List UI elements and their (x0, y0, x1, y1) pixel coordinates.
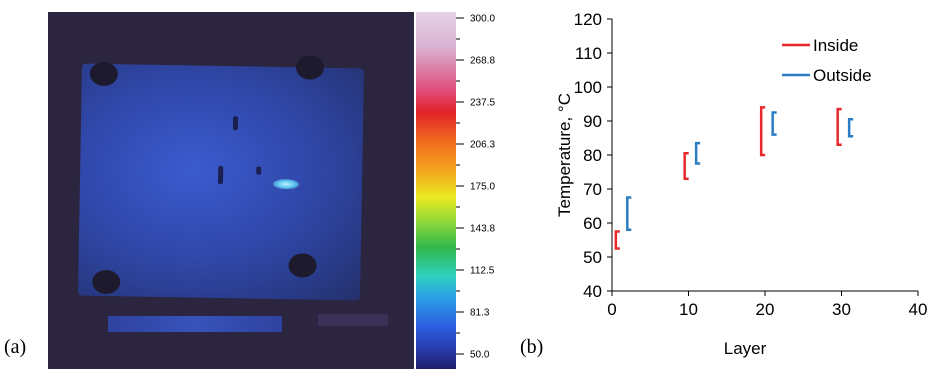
y-tick-label: 80 (583, 146, 602, 165)
y-tick-label: 70 (583, 180, 602, 199)
scale-tick-label: 175.0 (470, 182, 495, 193)
temperature-chart: 40 50 60 70 80 90 100 110 120 0 10 20 30 40 Layer Tempe… (540, 0, 938, 369)
color-scale-bar (416, 12, 456, 369)
scale-tick-label: 300.0 (470, 14, 495, 25)
scale-tick-label: 237.5 (470, 98, 495, 109)
color-scale-ticks: 300.0 268.8 237.5 206.3 175.0 143.8 112.5 81.3 5… (456, 0, 516, 369)
scale-tick-label: 206.3 (470, 140, 495, 151)
x-axis-label: Layer (724, 339, 767, 358)
slot (218, 166, 223, 184)
range-mark-outside (627, 198, 631, 230)
x-tick-label: 40 (909, 300, 928, 319)
bolt-hole (296, 55, 324, 79)
y-tick-label: 40 (583, 282, 602, 301)
legend-label-outside: Outside (813, 66, 872, 85)
scale-tick-label: 112.5 (470, 266, 495, 277)
y-tick-label: 90 (583, 112, 602, 131)
range-mark-inside (685, 153, 689, 179)
x-tick-label: 0 (607, 300, 616, 319)
bolt-hole (92, 270, 120, 294)
scale-tick-label: 81.3 (470, 308, 490, 319)
range-mark-inside (761, 107, 765, 155)
x-tick-label: 10 (679, 300, 698, 319)
x-tick-label: 30 (832, 300, 851, 319)
scale-tick-label: 268.8 (470, 56, 495, 67)
y-tick-label: 60 (583, 214, 602, 233)
y-axis-label: Temperature, °C (555, 93, 574, 217)
thermal-image (48, 12, 414, 369)
scale-tick-label: 50.0 (470, 350, 490, 361)
hot-spot (273, 179, 299, 189)
bolt-hole (288, 253, 316, 277)
range-mark-outside (773, 113, 777, 135)
slot (256, 167, 261, 175)
range-mark-outside (696, 143, 700, 163)
y-tick-label: 100 (574, 78, 602, 97)
lower-strip (108, 316, 282, 332)
scale-tick-label: 143.8 (470, 224, 495, 235)
lower-strip-right (318, 314, 388, 326)
panel-label-a: (a) (4, 336, 26, 359)
plate-region (78, 64, 364, 301)
bolt-hole (90, 62, 118, 86)
y-tick-label: 50 (583, 248, 602, 267)
legend-label-inside: Inside (813, 36, 858, 55)
x-tick-label: 20 (756, 300, 775, 319)
range-mark-outside (849, 119, 853, 136)
y-tick-label: 110 (575, 44, 602, 63)
range-mark-inside (838, 109, 842, 145)
range-mark-inside (616, 232, 620, 249)
slot (233, 116, 238, 130)
y-tick-label: 120 (574, 10, 602, 29)
